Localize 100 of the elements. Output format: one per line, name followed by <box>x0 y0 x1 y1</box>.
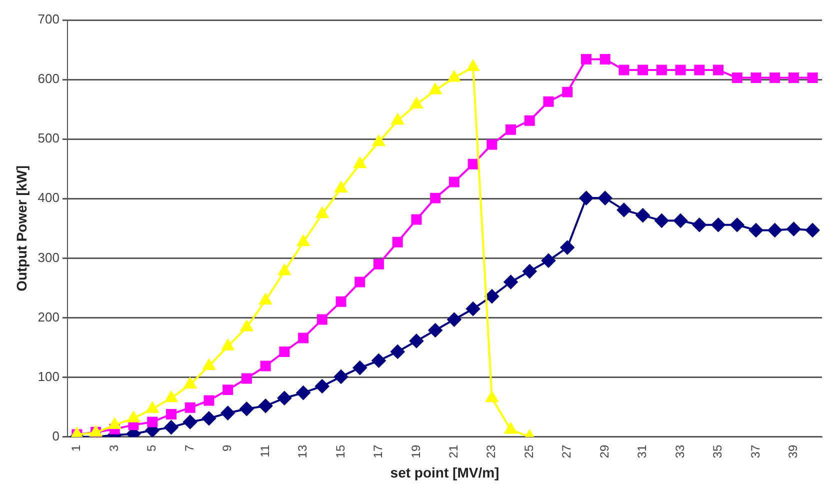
point <box>732 72 742 84</box>
point <box>259 293 272 304</box>
point <box>204 395 214 406</box>
point <box>713 64 724 76</box>
x-tick-label: 21 <box>446 444 460 458</box>
point <box>675 64 686 76</box>
y-axis-title: Output Power [kW] <box>13 165 30 292</box>
point <box>447 312 462 327</box>
point <box>506 124 516 135</box>
point <box>392 236 403 248</box>
point <box>164 420 178 434</box>
point <box>486 139 498 150</box>
point <box>429 83 442 94</box>
point <box>580 54 592 65</box>
point <box>807 72 818 84</box>
point <box>730 218 744 232</box>
point <box>296 386 310 400</box>
x-tick-label: 31 <box>635 444 650 458</box>
x-tick-label: 7 <box>182 444 196 452</box>
point <box>202 358 216 370</box>
x-tick-label: 25 <box>522 444 536 458</box>
point <box>638 64 648 76</box>
point <box>372 354 386 368</box>
point <box>258 398 273 413</box>
y-tick-label: 400 <box>38 190 60 206</box>
point <box>240 402 254 416</box>
point <box>184 377 196 388</box>
point <box>316 314 328 325</box>
point <box>616 202 631 217</box>
point <box>279 346 290 357</box>
point <box>297 235 310 246</box>
x-tick-label: 29 <box>597 444 612 458</box>
x-tick-label: 15 <box>333 444 348 458</box>
y-tick-label: 300 <box>38 250 60 265</box>
point <box>504 275 518 290</box>
point <box>786 222 801 236</box>
point <box>354 157 366 168</box>
point <box>298 332 309 344</box>
y-tick-label: 200 <box>38 309 60 324</box>
point <box>466 302 480 316</box>
x-tick-label: 19 <box>408 444 423 458</box>
x-tick-label: 37 <box>748 444 762 458</box>
point <box>390 344 405 359</box>
point <box>354 276 366 288</box>
point <box>410 98 423 109</box>
point <box>183 414 198 429</box>
point <box>184 402 196 413</box>
point <box>543 96 554 107</box>
point <box>430 192 441 204</box>
point <box>562 86 573 98</box>
point <box>750 72 762 84</box>
y-tick-label: 700 <box>38 12 60 27</box>
x-tick-label: 35 <box>710 444 725 458</box>
point <box>391 114 404 125</box>
point <box>334 182 348 193</box>
point <box>504 422 517 434</box>
point <box>656 64 667 76</box>
point <box>788 72 799 84</box>
point <box>654 214 669 228</box>
point <box>428 323 442 338</box>
x-tick-label: 33 <box>672 444 687 458</box>
x-tick-label: 17 <box>371 444 386 458</box>
point <box>278 264 291 276</box>
point <box>165 391 178 402</box>
point <box>468 158 478 170</box>
y-tick-label: 600 <box>38 71 60 86</box>
point <box>352 360 367 375</box>
point <box>372 135 385 146</box>
point <box>600 54 610 65</box>
point <box>694 64 705 76</box>
point <box>448 176 460 188</box>
point <box>636 208 650 222</box>
point <box>770 72 780 84</box>
point <box>598 191 612 206</box>
point <box>166 408 176 420</box>
point <box>768 223 782 238</box>
point <box>560 240 574 254</box>
point <box>674 214 688 228</box>
point <box>466 60 480 72</box>
point <box>411 214 422 225</box>
point <box>711 218 726 232</box>
point <box>241 373 252 384</box>
x-tick-label: 1 <box>69 444 84 452</box>
point <box>484 289 499 304</box>
point <box>316 207 328 218</box>
point <box>806 223 820 238</box>
point <box>334 370 348 384</box>
x-tick-label: 39 <box>786 444 800 458</box>
x-tick-label: 13 <box>296 444 310 458</box>
point <box>692 218 706 232</box>
point <box>222 384 234 396</box>
x-tick-label: 11 <box>258 444 272 458</box>
point <box>579 191 594 206</box>
point <box>409 334 424 348</box>
point <box>315 379 330 394</box>
x-tick-label: 23 <box>484 444 498 458</box>
point <box>541 254 556 268</box>
point <box>220 406 235 420</box>
point <box>448 70 460 82</box>
y-tick-label: 0 <box>52 428 60 444</box>
